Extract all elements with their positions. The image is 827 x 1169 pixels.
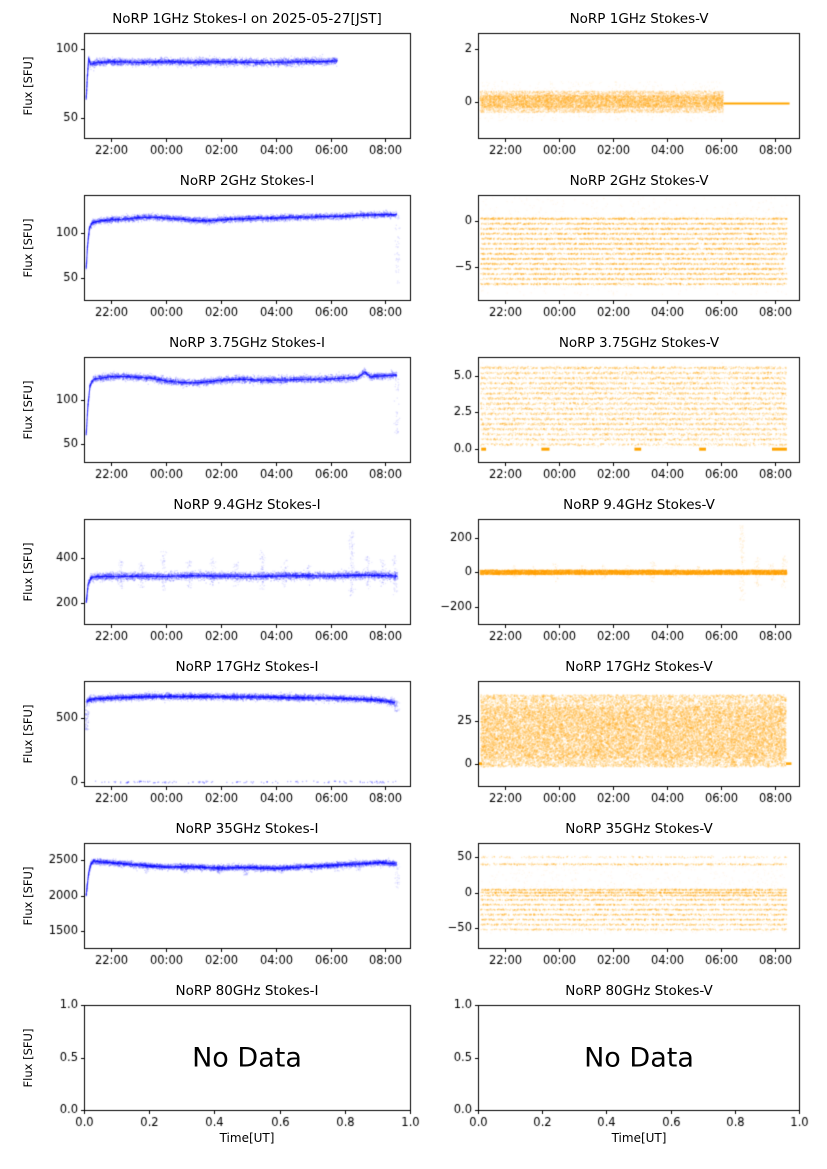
subplot-title-35ghz-stokes-v: NoRP 35GHz Stokes-V xyxy=(565,821,713,837)
subplot-title-9-4ghz-stokes-v: NoRP 9.4GHz Stokes-V xyxy=(563,497,715,513)
subplot-title-9-4ghz-stokes-i: NoRP 9.4GHz Stokes-I xyxy=(173,497,321,513)
y-axis-label-flux-row2: Flux [SFU] xyxy=(21,218,35,278)
y-axis-label-flux-row5: Flux [SFU] xyxy=(21,704,35,764)
subplot-title-2ghz-stokes-v: NoRP 2GHz Stokes-V xyxy=(569,173,709,189)
no-data-text-left: No Data xyxy=(192,1042,302,1074)
subplot-title-1ghz-stokes-v: NoRP 1GHz Stokes-V xyxy=(569,11,709,27)
x-axis-label-time-left: Time[UT] xyxy=(219,1131,275,1145)
subplot-title-3-75ghz-stokes-v: NoRP 3.75GHz Stokes-V xyxy=(558,335,720,351)
y-axis-label-flux-row6: Flux [SFU] xyxy=(21,866,35,926)
subplot-title-3-75ghz-stokes-i: NoRP 3.75GHz Stokes-I xyxy=(169,335,325,351)
no-data-text-right: No Data xyxy=(584,1042,694,1074)
subplot-title-80ghz-stokes-i: NoRP 80GHz Stokes-I xyxy=(175,983,319,999)
subplot-title-80ghz-stokes-v: NoRP 80GHz Stokes-V xyxy=(565,983,713,999)
y-axis-label-flux-row7: Flux [SFU] xyxy=(21,1028,35,1088)
y-axis-label-flux-row1: Flux [SFU] xyxy=(21,56,35,116)
subplot-title-35ghz-stokes-i: NoRP 35GHz Stokes-I xyxy=(175,821,319,837)
subplot-title-2ghz-stokes-i: NoRP 2GHz Stokes-I xyxy=(179,173,315,189)
y-axis-label-flux-row3: Flux [SFU] xyxy=(21,380,35,440)
subplot-title-1ghz-stokes-i: NoRP 1GHz Stokes-I on 2025-05-27[JST] xyxy=(112,11,382,27)
subplot-title-17ghz-stokes-v: NoRP 17GHz Stokes-V xyxy=(565,659,713,675)
subplot-title-17ghz-stokes-i: NoRP 17GHz Stokes-I xyxy=(175,659,319,675)
x-axis-label-time-right: Time[UT] xyxy=(611,1131,667,1145)
y-axis-label-flux-row4: Flux [SFU] xyxy=(21,542,35,602)
